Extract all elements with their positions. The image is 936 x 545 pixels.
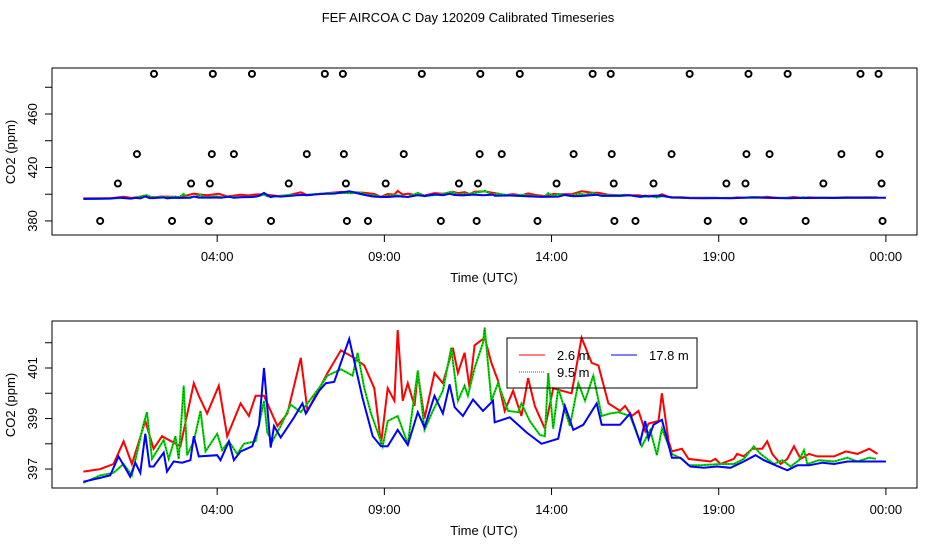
flag-marker-point: [819, 179, 828, 188]
bottom-x-tick-label: 00:00: [870, 502, 903, 517]
flag-marker-point: [742, 150, 751, 159]
flag-marker-point: [187, 179, 196, 188]
flag-marker-point: [552, 179, 561, 188]
top-x-tick-label: 04:00: [201, 249, 234, 264]
flag-marker-point: [320, 69, 329, 78]
flag-marker-point: [874, 69, 883, 78]
flag-marker-point: [685, 69, 694, 78]
legend-label-17-8m: 17.8 m: [649, 348, 689, 363]
flag-marker-point: [454, 179, 463, 188]
flag-marker-point: [229, 150, 238, 159]
bottom-x-axis-label: Time (UTC): [450, 523, 517, 538]
legend-label-2-6m: 2.6 m: [557, 348, 590, 363]
flag-marker-point: [338, 69, 347, 78]
flag-marker-point: [208, 69, 217, 78]
flag-marker-point: [302, 150, 311, 159]
flag-marker-point: [609, 179, 618, 188]
flag-marker-point: [399, 150, 408, 159]
bottom-series-17-8-m: [83, 335, 886, 483]
legend-label-9-5m: 9.5 m: [557, 365, 590, 380]
flag-marker-point: [113, 179, 122, 188]
bottom-y-axis-label: CO2 (ppm): [3, 373, 18, 437]
flag-marker-point: [607, 150, 616, 159]
flag-marker-point: [472, 216, 481, 225]
flag-marker-point: [588, 69, 597, 78]
figure-title: FEF AIRCOA C Day 120209 Calibrated Times…: [322, 10, 615, 25]
top-y-tick-label: 460: [25, 103, 40, 125]
flag-marker-point: [476, 69, 485, 78]
top-plot-frame: [51, 67, 918, 236]
top-x-tick-label: 00:00: [870, 249, 903, 264]
top-y-tick-label: 380: [25, 210, 40, 232]
flag-marker-point: [436, 216, 445, 225]
flag-marker-point: [667, 150, 676, 159]
flag-marker-point: [267, 216, 276, 225]
bottom-y-tick-label: 401: [25, 357, 40, 379]
flag-marker-point: [739, 216, 748, 225]
bottom-x-tick-label: 19:00: [702, 502, 735, 517]
flag-marker-point: [132, 150, 141, 159]
flag-marker-point: [741, 179, 750, 188]
flag-marker-point: [204, 216, 213, 225]
flag-marker-point: [96, 216, 105, 225]
flag-marker-point: [515, 69, 524, 78]
flag-marker-point: [473, 179, 482, 188]
flag-marker-point: [837, 150, 846, 159]
legend-box: [506, 337, 698, 389]
flag-marker-point: [475, 150, 484, 159]
flag-marker-point: [877, 179, 886, 188]
flag-marker-point: [649, 179, 658, 188]
legend: 2.6 m 9.5 m 17.8 m: [506, 337, 698, 389]
bottom-x-tick-label: 14:00: [535, 502, 568, 517]
bottom-y-tick-label: 399: [25, 408, 40, 430]
top-x-tick-label: 19:00: [702, 249, 735, 264]
top-series-17-8-m: [83, 190, 886, 200]
flag-marker-point: [247, 69, 256, 78]
flag-marker-point: [205, 179, 214, 188]
flag-marker-point: [875, 150, 884, 159]
flag-marker-point: [856, 69, 865, 78]
flag-marker-point: [606, 69, 615, 78]
flag-marker-point: [497, 150, 506, 159]
flag-marker-point: [417, 69, 426, 78]
top-x-tick-label: 09:00: [368, 249, 401, 264]
flag-marker-point: [631, 216, 640, 225]
flag-marker-point: [610, 216, 619, 225]
flag-marker-point: [339, 150, 348, 159]
flag-marker-point: [381, 179, 390, 188]
flag-marker-point: [783, 69, 792, 78]
flag-marker-point: [149, 69, 158, 78]
bottom-plot-frame: [51, 320, 918, 489]
top-x-tick-label: 14:00: [535, 249, 568, 264]
flag-marker-point: [168, 216, 177, 225]
bottom-y-tick-label: 397: [25, 458, 40, 480]
flag-marker-point: [207, 150, 216, 159]
top-y-axis-label: CO2 (ppm): [3, 120, 18, 184]
flag-marker-point: [341, 179, 350, 188]
top-panel: Time (UTC) CO2 (ppm) 04:00 09:00 14:00 19:0…: [3, 67, 918, 285]
flag-marker-point: [363, 216, 372, 225]
flag-marker-point: [703, 216, 712, 225]
flag-marker-point: [569, 150, 578, 159]
top-y-tick-label: 420: [25, 157, 40, 179]
flag-marker-point: [744, 69, 753, 78]
flag-marker-point: [342, 216, 351, 225]
bottom-x-tick-label: 04:00: [201, 502, 234, 517]
top-x-axis-label: Time (UTC): [450, 270, 517, 285]
flag-marker-point: [878, 216, 887, 225]
bottom-panel: Time (UTC) CO2 (ppm) 04:00 09:00 14:00 19:0…: [3, 320, 918, 538]
bottom-series-9-5-m: [82, 327, 877, 484]
flag-marker-point: [533, 216, 542, 225]
flag-marker-point: [722, 179, 731, 188]
flag-marker-point: [765, 150, 774, 159]
flag-marker-point: [801, 216, 810, 225]
flag-marker-point: [284, 179, 293, 188]
bottom-x-tick-label: 09:00: [368, 502, 401, 517]
